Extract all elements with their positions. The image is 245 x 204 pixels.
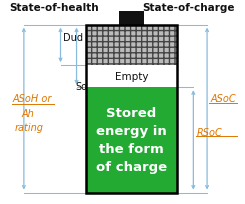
Text: RSoC: RSoC bbox=[197, 127, 222, 137]
Text: SoH: SoH bbox=[75, 82, 95, 92]
Text: Ah: Ah bbox=[22, 108, 34, 118]
Text: ASoH or: ASoH or bbox=[12, 94, 52, 104]
Text: State-of-health: State-of-health bbox=[9, 3, 98, 13]
Text: Stored
energy in
the form
of charge: Stored energy in the form of charge bbox=[96, 107, 167, 174]
Bar bbox=[119, 11, 144, 26]
Text: Empty: Empty bbox=[115, 72, 148, 82]
Bar bbox=[86, 26, 177, 193]
Bar bbox=[86, 26, 177, 193]
Text: State-of-charge: State-of-charge bbox=[143, 3, 235, 13]
Text: ASoC: ASoC bbox=[210, 94, 236, 104]
Text: rating: rating bbox=[15, 122, 44, 132]
Bar bbox=[86, 66, 177, 88]
Bar bbox=[86, 26, 177, 66]
Bar bbox=[86, 88, 177, 193]
Text: Dud: Dud bbox=[63, 33, 83, 43]
